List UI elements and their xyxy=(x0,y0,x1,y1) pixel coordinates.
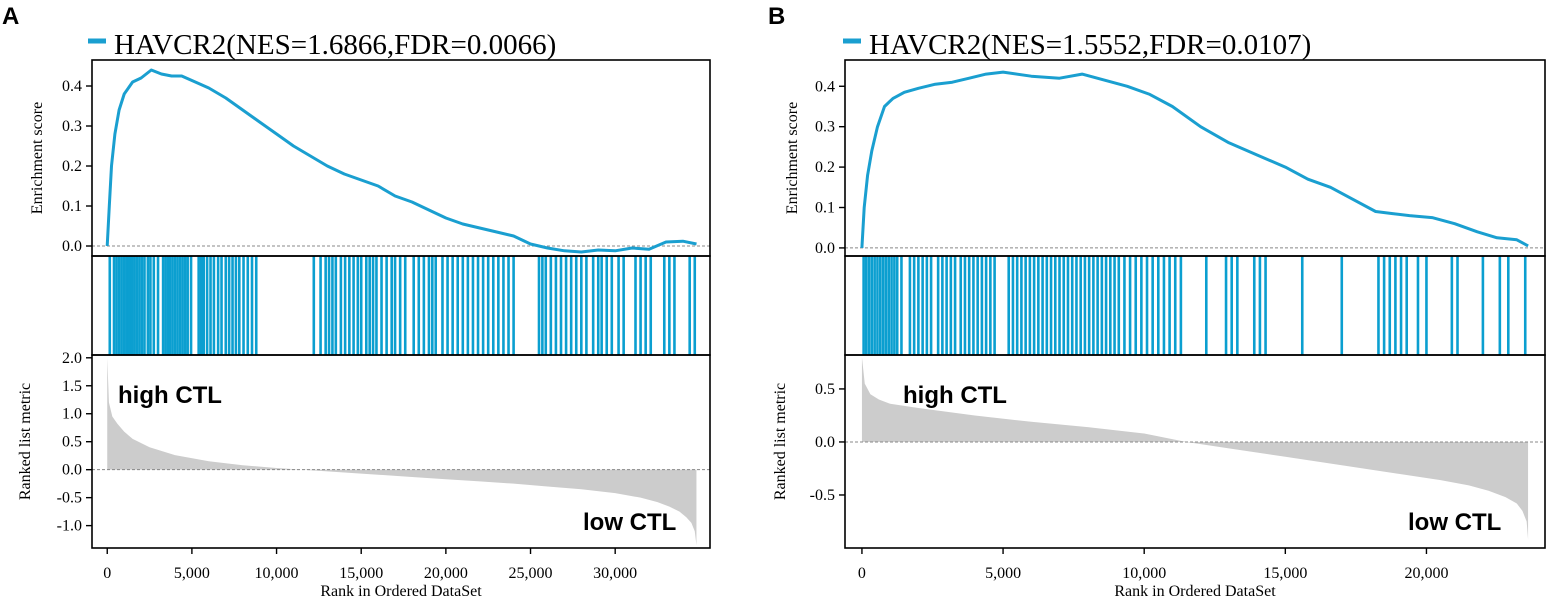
metric-y-axis-label: Ranked list metric xyxy=(772,383,789,500)
metric-y-tick-label: 2.0 xyxy=(62,350,82,367)
x-axis-label: Rank in Ordered DataSet xyxy=(1114,583,1276,600)
metric-y-tick-label: 0.0 xyxy=(62,462,82,479)
es-frame xyxy=(844,59,1546,257)
enrichment-score-line xyxy=(105,68,697,254)
panel-label: B xyxy=(768,3,785,30)
es-frame xyxy=(91,59,711,257)
x-tick-label: 5,000 xyxy=(985,565,1021,582)
es-y-tick-label: 0.3 xyxy=(62,118,82,135)
es-y-tick-label: 0.4 xyxy=(62,78,82,95)
metric-y-tick-label: -1.0 xyxy=(57,518,82,535)
es-y-tick-label: 0.3 xyxy=(815,119,835,136)
x-tick-label: 20,000 xyxy=(1404,565,1448,582)
metric-y-tick-label: 0.5 xyxy=(815,381,835,398)
panel-label: A xyxy=(2,3,19,30)
es-y-tick-label: 0.1 xyxy=(62,198,82,215)
es-y-tick-label: 0.4 xyxy=(815,78,835,95)
ranked-metric-area xyxy=(861,357,1529,540)
x-tick-label: 5,000 xyxy=(174,565,210,582)
high-ctl-annotation: high CTL xyxy=(903,382,1007,409)
x-tick-label: 10,000 xyxy=(1122,565,1166,582)
panel-b: B HAVCR2(NES=1.5552,FDR=0.0107) 0.0 0.1 0.2 0… xyxy=(768,3,1546,600)
x-tick-label: 25,000 xyxy=(509,565,553,582)
metric-y-tick-label: -0.5 xyxy=(810,487,835,504)
es-y-tick-label: 0.2 xyxy=(62,158,82,175)
es-y-tick-label: 0.1 xyxy=(815,200,835,217)
legend-label: HAVCR2(NES=1.5552,FDR=0.0107) xyxy=(869,29,1311,61)
panel-a: A HAVCR2(NES=1.6866,FDR=0.0066) 0.0 0.1 0.2 0… xyxy=(2,3,711,600)
x-tick-label: 30,000 xyxy=(593,565,637,582)
metric-frame xyxy=(844,354,1546,549)
metric-y-tick-label: 1.5 xyxy=(62,378,82,395)
x-tick-label: 0 xyxy=(103,565,111,582)
legend-label: HAVCR2(NES=1.6866,FDR=0.0066) xyxy=(114,29,556,61)
es-y-tick-label: 0.0 xyxy=(815,240,835,257)
x-tick-label: 10,000 xyxy=(255,565,299,582)
x-axis-label: Rank in Ordered DataSet xyxy=(320,583,482,600)
metric-frame xyxy=(91,354,711,549)
metric-y-tick-label: 1.0 xyxy=(62,406,82,423)
es-y-tick-label: 0.0 xyxy=(62,238,82,255)
metric-y-axis-label: Ranked list metric xyxy=(17,383,34,500)
high-ctl-annotation: high CTL xyxy=(118,382,222,409)
metric-y-tick-label: 0.0 xyxy=(815,434,835,451)
low-ctl-annotation: low CTL xyxy=(583,509,676,536)
es-y-tick-label: 0.2 xyxy=(815,159,835,176)
metric-y-tick-label: -0.5 xyxy=(57,490,82,507)
low-ctl-annotation: low CTL xyxy=(1408,509,1501,536)
es-y-axis-label: Enrichment score xyxy=(29,102,46,214)
enrichment-score-line xyxy=(860,70,1529,248)
x-tick-label: 20,000 xyxy=(424,565,468,582)
x-tick-label: 0 xyxy=(858,565,866,582)
x-tick-label: 15,000 xyxy=(1263,565,1307,582)
metric-y-tick-label: 0.5 xyxy=(62,434,82,451)
es-y-axis-label: Enrichment score xyxy=(784,102,801,214)
x-tick-label: 15,000 xyxy=(339,565,383,582)
